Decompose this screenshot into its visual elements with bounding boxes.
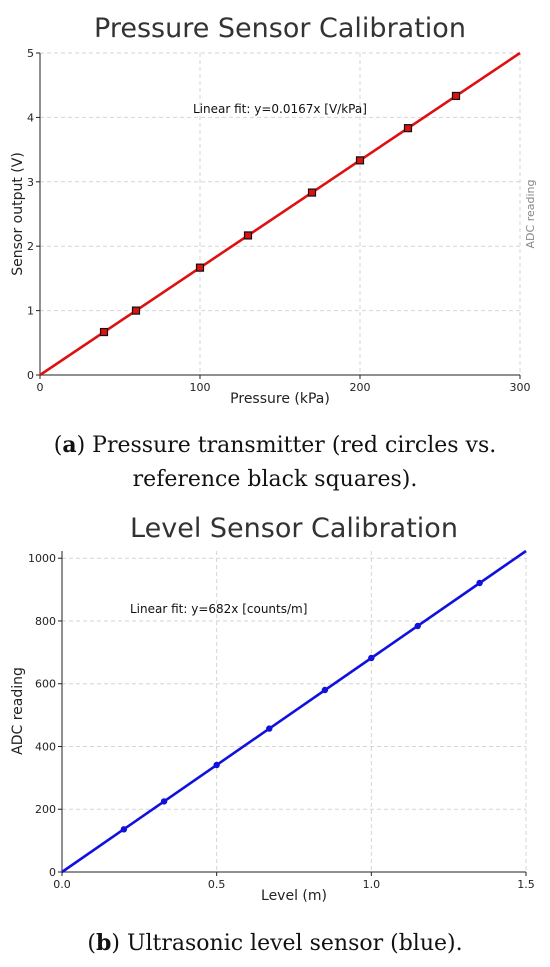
- caption-a-label: a: [62, 432, 77, 458]
- level-calibration-chart: Level Sensor Calibration 0.0 0.5 1.0 1.5 0 2…: [10, 513, 535, 904]
- chart-a-y-ticks: 0 1 2 3 4 5: [27, 47, 40, 382]
- chart-a-right-label: ADC reading: [524, 180, 537, 249]
- chart-b-grid: [62, 551, 527, 872]
- chart-b-y-label: ADC reading: [10, 667, 26, 755]
- y-tick-label: 0: [49, 866, 56, 879]
- x-tick-label: 0: [37, 381, 44, 394]
- y-tick-label: 1: [27, 305, 34, 318]
- y-tick-label: 800: [35, 615, 56, 628]
- chart-a-title: Pressure Sensor Calibration: [94, 13, 466, 44]
- data-point: [403, 124, 413, 133]
- y-tick-label: 200: [35, 803, 56, 816]
- y-tick-label: 5: [27, 47, 34, 60]
- chart-b-fit-annotation: Linear fit: y=682x [counts/m]: [130, 602, 307, 616]
- x-tick-label: 0.5: [208, 878, 226, 891]
- pressure-calibration-chart: Pressure Sensor Calibration 0 100 200 300 0…: [10, 13, 537, 407]
- data-point: [99, 327, 109, 337]
- chart-a-fit-annotation: Linear fit: y=0.0167x [V/kPa]: [193, 102, 367, 116]
- chart-b-y-ticks: 0 200 400 600 800 1000: [28, 552, 62, 879]
- data-point: [131, 306, 141, 315]
- chart-a-x-label: Pressure (kPa): [230, 391, 330, 407]
- fit-line: [39, 51, 521, 377]
- y-tick-label: 4: [27, 111, 34, 124]
- chart-a-x-ticks: 0 100 200 300: [37, 375, 531, 394]
- x-tick-label: 100: [190, 381, 211, 394]
- chart-b-series: [61, 549, 527, 874]
- y-tick-label: 400: [35, 740, 56, 753]
- y-tick-label: 0: [27, 369, 34, 382]
- y-tick-label: 600: [35, 678, 56, 691]
- y-tick-label: 1000: [28, 552, 56, 565]
- data-point: [243, 231, 253, 240]
- chart-a-y-label: Sensor output (V): [10, 152, 26, 276]
- y-tick-label: 2: [27, 240, 34, 253]
- data-point: [160, 798, 168, 805]
- data-point: [368, 654, 375, 662]
- data-point: [266, 725, 273, 732]
- data-point: [321, 686, 329, 694]
- x-tick-label: 1.0: [363, 878, 381, 891]
- chart-b-title: Level Sensor Calibration: [130, 513, 458, 544]
- fit-line: [61, 549, 527, 874]
- x-tick-label: 0.0: [53, 878, 71, 891]
- caption-b-text: ) Ultrasonic level sensor (blue).: [111, 931, 463, 956]
- caption-b-label: b: [95, 930, 112, 956]
- chart-a-grid: [40, 52, 521, 375]
- data-point: [120, 826, 128, 833]
- data-point: [414, 622, 421, 630]
- caption-a-text-line2: reference black squares).: [132, 467, 418, 492]
- caption-a: (a) Pressure transmitter (red circles vs…: [0, 428, 550, 497]
- x-tick-label: 1.5: [517, 878, 535, 891]
- caption-b: (b) Ultrasonic level sensor (blue).: [87, 930, 463, 956]
- data-point: [355, 156, 365, 165]
- chart-b-x-ticks: 0.0 0.5 1.0 1.5: [53, 872, 535, 891]
- data-point: [451, 91, 461, 101]
- data-point: [195, 263, 205, 272]
- chart-a-series: [39, 51, 521, 377]
- chart-b-x-label: Level (m): [261, 888, 327, 904]
- y-tick-label: 3: [27, 176, 34, 189]
- caption-a-text-line1: ) Pressure transmitter (red circles vs.: [76, 433, 497, 458]
- data-point: [307, 188, 317, 197]
- x-tick-label: 200: [350, 381, 371, 394]
- x-tick-label: 300: [510, 381, 531, 394]
- data-point: [213, 761, 220, 769]
- data-point: [476, 579, 483, 587]
